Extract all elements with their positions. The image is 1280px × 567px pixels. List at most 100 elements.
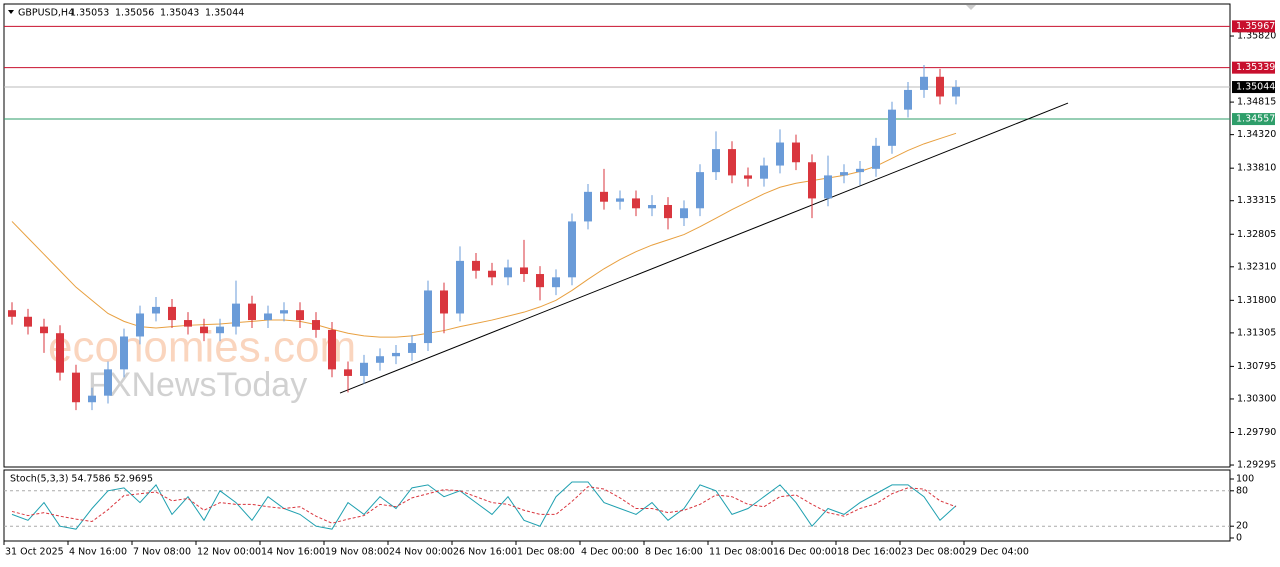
y-tick-label: 1.29790 xyxy=(1237,427,1276,438)
candle-body xyxy=(200,326,208,334)
y-tick-label: 100 xyxy=(1236,474,1254,485)
x-tick-label: 23 Dec 08:00 xyxy=(901,547,965,558)
candle-body xyxy=(472,260,480,271)
candle-body xyxy=(776,142,784,166)
y-tick-label: 80 xyxy=(1236,485,1248,496)
level-box xyxy=(1232,61,1275,74)
candle-body xyxy=(728,149,736,176)
candle-body xyxy=(344,369,352,376)
moving-average xyxy=(11,132,957,338)
candle-body xyxy=(504,267,512,278)
y-tick-label: 1.35820 xyxy=(1237,31,1276,42)
candle-body xyxy=(664,204,672,219)
y-tick-label: 1.30795 xyxy=(1237,361,1276,372)
x-tick-label: 4 Nov 16:00 xyxy=(69,547,127,558)
candle-body xyxy=(760,165,768,179)
candle-body xyxy=(168,306,176,321)
y-tick-label: 20 xyxy=(1236,521,1248,532)
stoch-signal xyxy=(11,486,957,524)
candle-body xyxy=(536,274,544,288)
stoch-main xyxy=(11,481,957,530)
candle-body xyxy=(408,343,416,353)
candle-body xyxy=(936,76,944,97)
level-label: 1.34557 xyxy=(1236,114,1275,125)
ohlc-value: 1.35053 xyxy=(70,8,109,19)
candle-body xyxy=(696,172,704,209)
candle-body xyxy=(952,87,960,97)
candle-body xyxy=(920,76,928,90)
candle-body xyxy=(152,306,160,314)
candle-body xyxy=(184,320,192,327)
x-tick-label: 12 Nov 00:00 xyxy=(197,547,261,558)
y-tick-label: 1.33810 xyxy=(1237,163,1276,174)
candle-body xyxy=(808,162,816,199)
candle-body xyxy=(440,290,448,314)
candle-body xyxy=(392,352,400,357)
candle-body xyxy=(136,313,144,337)
y-tick-label: 1.33315 xyxy=(1237,195,1276,206)
candle-body xyxy=(360,362,368,376)
symbol: GBPUSD,H4 xyxy=(18,8,74,19)
candle-body xyxy=(24,316,32,327)
candle-body xyxy=(744,175,752,179)
y-tick-label: 1.30300 xyxy=(1237,393,1276,404)
candle-body xyxy=(72,372,80,403)
ohlc-value: 1.35043 xyxy=(160,8,199,19)
x-tick-label: 4 Dec 00:00 xyxy=(581,547,639,558)
watermark: FXNewsToday xyxy=(88,366,307,404)
level-label: 1.35967 xyxy=(1236,21,1275,32)
y-tick-label: 1.34320 xyxy=(1237,129,1276,140)
candle-body xyxy=(712,149,720,173)
candle-body xyxy=(232,303,240,327)
candle-body xyxy=(824,175,832,199)
y-tick-label: 0 xyxy=(1236,533,1242,544)
y-tick-label: 1.31800 xyxy=(1237,295,1276,306)
candle-body xyxy=(248,303,256,321)
y-tick-label: 1.34815 xyxy=(1237,97,1276,108)
candle-body xyxy=(56,333,64,373)
candle-body xyxy=(840,172,848,176)
candle-body xyxy=(312,320,320,330)
candle-body xyxy=(680,208,688,219)
candle-body xyxy=(264,313,272,321)
x-tick-label: 8 Dec 16:00 xyxy=(645,547,703,558)
candle-body xyxy=(328,329,336,370)
y-tick-label: 1.32805 xyxy=(1237,229,1276,240)
x-tick-label: 16 Dec 00:00 xyxy=(773,547,837,558)
candle-body xyxy=(632,198,640,209)
x-tick-label: 24 Nov 00:00 xyxy=(389,547,453,558)
y-tick-label: 1.32310 xyxy=(1237,261,1276,272)
level-box xyxy=(1232,81,1275,94)
shift-marker xyxy=(966,5,976,10)
level-box xyxy=(1232,113,1275,126)
trendline xyxy=(339,102,1069,394)
menu-arrow xyxy=(8,10,14,14)
candle-body xyxy=(40,326,48,334)
candle-body xyxy=(424,290,432,344)
level-label: 1.35044 xyxy=(1236,82,1275,93)
stoch-title: Stoch(5,3,3) 54.7586 52.9695 xyxy=(10,474,153,485)
candle-body xyxy=(296,310,304,321)
x-tick-label: 31 Oct 2025 xyxy=(5,547,64,558)
candle-body xyxy=(88,395,96,403)
x-tick-label: 18 Dec 16:00 xyxy=(837,547,901,558)
x-tick-label: 1 Dec 08:00 xyxy=(517,547,575,558)
candle-body xyxy=(552,277,560,288)
candle-body xyxy=(648,204,656,209)
candle-body xyxy=(872,145,880,169)
candle-body xyxy=(888,109,896,146)
y-tick-label: 1.29295 xyxy=(1237,460,1276,471)
x-tick-label: 7 Nov 08:00 xyxy=(133,547,191,558)
candle-body xyxy=(120,336,128,370)
ohlc-value: 1.35044 xyxy=(205,8,244,19)
x-tick-label: 14 Nov 16:00 xyxy=(261,547,325,558)
stoch-frame xyxy=(3,469,1231,542)
candle-body xyxy=(856,168,864,173)
candle-body xyxy=(520,267,528,275)
ohlc-value: 1.35056 xyxy=(115,8,154,19)
candle-body xyxy=(600,191,608,202)
candle-body xyxy=(488,270,496,278)
candle-body xyxy=(280,310,288,314)
